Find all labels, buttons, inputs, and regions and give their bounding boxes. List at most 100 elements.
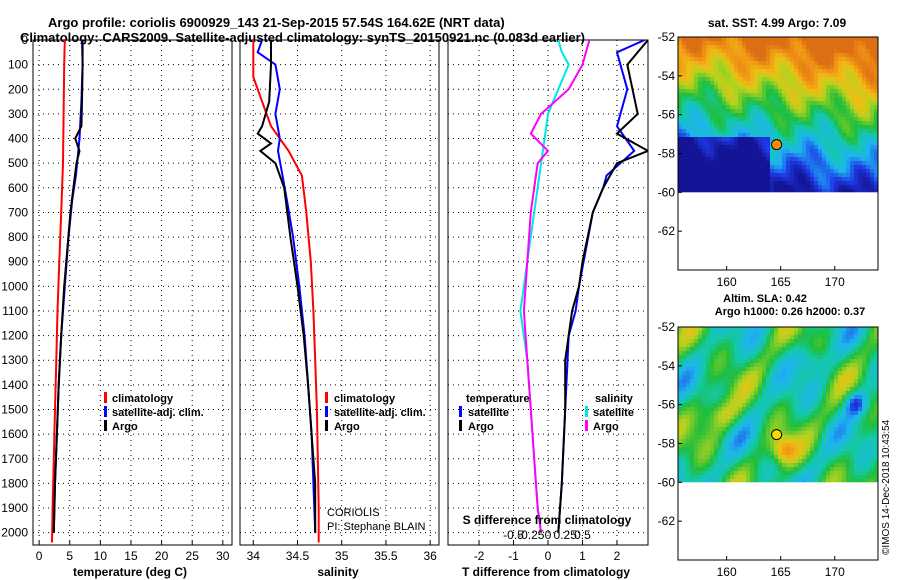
sla-cell-1236 — [822, 423, 826, 427]
sst-cell-1841 — [842, 181, 846, 185]
sst-cell-551 — [682, 81, 686, 85]
sla-cell-76 — [782, 331, 786, 335]
sst-cell-293 — [850, 57, 854, 61]
sla-cell-652 — [686, 379, 690, 383]
sla-cell-1820 — [758, 471, 762, 475]
sst-cell-646 — [862, 85, 866, 89]
sst-cell-1057 — [706, 121, 710, 125]
sst-cell-544 — [854, 77, 858, 81]
sst-cell-580 — [798, 81, 802, 85]
sla-cell-646 — [862, 375, 866, 379]
sla-cell-360 — [718, 355, 722, 359]
sst-cell-1025 — [778, 117, 782, 121]
sla-cell-1013 — [730, 407, 734, 411]
sst-cell-628 — [790, 85, 794, 89]
sla-cell-1783 — [810, 467, 814, 471]
sst-cell-435 — [818, 69, 822, 73]
sla-cell-394 — [854, 355, 858, 359]
sst-cell-35 — [818, 37, 822, 41]
sst-argo-position-marker — [771, 139, 783, 151]
sla-cell-1338 — [830, 431, 834, 435]
sla-cell-207 — [706, 343, 710, 347]
sla-cell-682 — [806, 379, 810, 383]
sla-cell-1363 — [730, 435, 734, 439]
sla-cell-55 — [698, 331, 702, 335]
sst-cell-824 — [774, 101, 778, 105]
sst-cell-347 — [866, 61, 870, 65]
sst-cell-1189 — [834, 129, 838, 133]
sst-cell-1751 — [682, 177, 686, 181]
sst-cell-1149 — [874, 125, 878, 129]
sla-cell-1016 — [742, 407, 746, 411]
sst-cell-976 — [782, 113, 786, 117]
sst-cell-758 — [710, 97, 714, 101]
sst-cell-173 — [770, 49, 774, 53]
sst-cell-1491 — [842, 153, 846, 157]
sla-cell-401 — [682, 359, 686, 363]
sst-cell-913 — [730, 109, 734, 113]
sla-cell-6 — [702, 327, 706, 331]
sla-cell-252 — [686, 347, 690, 351]
sst-cell-431 — [802, 69, 806, 73]
sst-cell-1193 — [850, 129, 854, 133]
sla-cell-467 — [746, 363, 750, 367]
sla-cell-1213 — [730, 423, 734, 427]
sla-cell-1736 — [822, 463, 826, 467]
sla-cell-1180 — [798, 419, 802, 423]
sst-cell-807 — [706, 101, 710, 105]
sla-cell-51 — [682, 331, 686, 335]
sla-cell-802 — [686, 391, 690, 395]
sla-cell-1404 — [694, 439, 698, 443]
sla-cell-415 — [738, 359, 742, 363]
sla-cell-25 — [778, 327, 782, 331]
sst-cell-1591 — [842, 161, 846, 165]
sla-cell-1335 — [818, 431, 822, 435]
sst-cell-1059 — [714, 121, 718, 125]
sst-cell-110 — [718, 45, 722, 49]
sst-cell-1935 — [818, 189, 822, 193]
sla-cell-1168 — [750, 419, 754, 423]
sla-cell-1319 — [754, 431, 758, 435]
sst-cell-1560 — [718, 161, 722, 165]
sla-cell-1618 — [750, 455, 754, 459]
sst-cell-320 — [758, 61, 762, 65]
sst-cell-1645 — [858, 165, 862, 169]
sla-cell-319 — [754, 351, 758, 355]
sla-cell-983 — [810, 403, 814, 407]
sla-cell-1312 — [726, 431, 730, 435]
sla-cell-781 — [802, 387, 806, 391]
sst-cell-1380 — [798, 145, 802, 149]
sla-cell-442 — [846, 359, 850, 363]
sla-cell-1171 — [762, 419, 766, 423]
sla-cell-1210 — [718, 423, 722, 427]
sla-cell-878 — [790, 395, 794, 399]
sst-cell-1637 — [826, 165, 830, 169]
sst-cell-126 — [782, 45, 786, 49]
sla-cell-1540 — [838, 447, 842, 451]
sla-cell-254 — [694, 347, 698, 351]
depth-tick-label-3: 300 — [8, 107, 28, 121]
sst-cell-175 — [778, 49, 782, 53]
sst-cell-1246 — [862, 133, 866, 137]
sst-cell-1128 — [790, 125, 794, 129]
sst-cell-1896 — [862, 185, 866, 189]
temperature-legend-climatology: climatology — [112, 393, 174, 405]
sst-cell-810 — [718, 101, 722, 105]
sla-cell-1291 — [842, 427, 846, 431]
sla-cell-1378 — [790, 435, 794, 439]
sst-cell-623 — [770, 85, 774, 89]
sst-cell-257 — [706, 57, 710, 61]
sla-cell-1243 — [850, 423, 854, 427]
sst-cell-1205 — [698, 133, 702, 137]
sla-cell-455 — [698, 363, 702, 367]
sst-cell-1817 — [746, 181, 750, 185]
sst-cell-1687 — [826, 169, 830, 173]
sla-cell-897 — [866, 395, 870, 399]
sla-cell-885 — [818, 395, 822, 399]
sst-cell-365 — [738, 65, 742, 69]
sst-cell-269 — [754, 57, 758, 61]
sst-cell-1008 — [710, 117, 714, 121]
sla-cell-1427 — [786, 439, 790, 443]
sst-cell-1424 — [774, 149, 778, 153]
sst-cell-740 — [838, 93, 842, 97]
